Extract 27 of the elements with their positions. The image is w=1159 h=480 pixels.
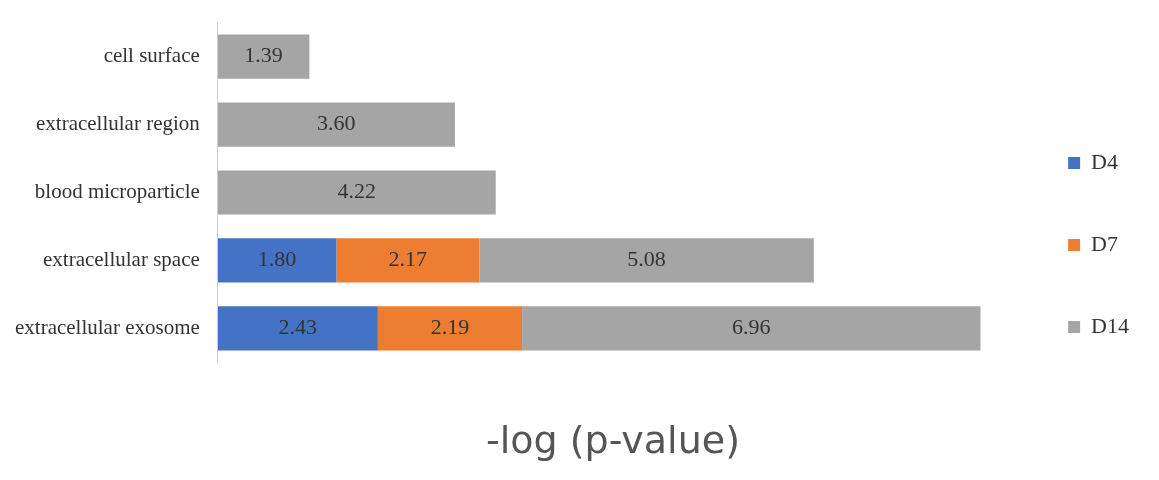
data-label: 2.19 bbox=[430, 314, 470, 340]
bar bbox=[217, 102, 455, 147]
y-tick-label: cell surface bbox=[103, 43, 200, 68]
data-label: 4.22 bbox=[337, 178, 377, 204]
bar bbox=[336, 238, 480, 283]
y-tick-label: blood microparticle bbox=[34, 179, 200, 204]
bar bbox=[217, 34, 310, 79]
data-label: 6.96 bbox=[732, 314, 771, 340]
bar bbox=[217, 170, 496, 215]
bar bbox=[522, 306, 981, 351]
data-label: 2.17 bbox=[388, 246, 428, 272]
y-tick-label: extracellular region bbox=[36, 111, 201, 136]
legend-label: D4 bbox=[1091, 148, 1118, 174]
legend-label: D14 bbox=[1091, 312, 1129, 338]
data-label: 1.80 bbox=[257, 246, 297, 272]
bar bbox=[217, 306, 378, 351]
data-label: 2.43 bbox=[278, 314, 318, 340]
data-label: 5.08 bbox=[627, 246, 666, 272]
bar bbox=[217, 238, 337, 283]
legend-label: D7 bbox=[1091, 230, 1118, 256]
y-tick-label: extracellular space bbox=[43, 246, 200, 271]
data-label: 3.60 bbox=[317, 110, 356, 136]
x-axis-title: -log (p-value) bbox=[485, 418, 740, 463]
data-label: 1.39 bbox=[244, 42, 283, 68]
y-tick-label: extracellular exosome bbox=[15, 314, 200, 339]
bar bbox=[377, 306, 523, 351]
bar bbox=[479, 238, 814, 283]
